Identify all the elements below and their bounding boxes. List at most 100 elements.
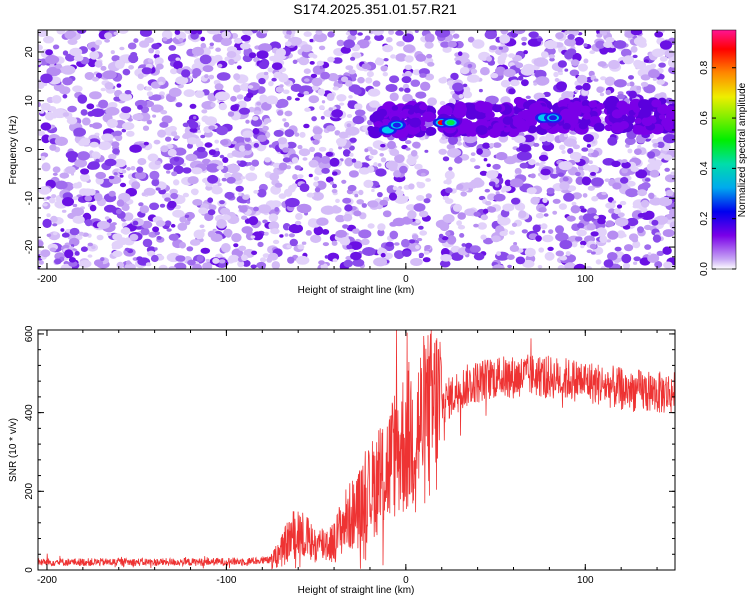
spectrogram-cell — [633, 256, 641, 262]
spectrogram-cell — [393, 170, 402, 178]
spectrogram-cell — [552, 210, 558, 215]
spectrogram-cell — [373, 162, 378, 167]
feature-peak — [548, 115, 557, 121]
spectrogram-cell — [473, 223, 479, 228]
spectrogram-cell — [440, 41, 450, 48]
spectrogram-cell — [599, 92, 605, 97]
spectrogram-cell — [525, 95, 531, 100]
spectrogram-cell — [221, 243, 231, 253]
spectrogram-cell — [175, 57, 181, 61]
spectrogram-cell — [218, 259, 226, 264]
spectrogram-cell — [258, 61, 269, 70]
spectrogram-cell — [521, 42, 527, 46]
spectrogram-cell — [582, 164, 591, 171]
spectrogram-cell — [414, 163, 423, 170]
spectrogram-cell — [565, 251, 571, 256]
spectrogram-cell — [348, 170, 359, 178]
spectrogram-cell — [279, 84, 284, 88]
spectrogram-cell — [423, 250, 430, 255]
spectrogram-cell — [495, 152, 508, 161]
spectrogram-cell — [337, 79, 343, 84]
spectrogram-cell — [499, 230, 508, 237]
spectrogram-cell — [648, 69, 660, 79]
spectrogram-cell — [404, 70, 413, 78]
spectrogram-cell — [591, 140, 596, 144]
spectrogram-cell — [40, 249, 51, 258]
spectrogram-x-axis-title: Height of straight line (km) — [298, 285, 415, 296]
spectrogram-cell — [377, 108, 388, 118]
spectrogram-cell — [100, 87, 107, 92]
spectrogram-cell — [149, 202, 160, 211]
spectrogram-cell — [227, 111, 235, 117]
spectrogram-cell — [200, 36, 206, 42]
spectrogram-cell — [65, 151, 79, 159]
spectrogram-cell — [614, 246, 622, 252]
spectrogram-cell — [577, 222, 585, 229]
x-tick-label: -100 — [216, 274, 236, 285]
spectrogram-cell — [67, 38, 78, 46]
colorbar-gradient — [712, 30, 736, 269]
spectrogram-cell — [621, 159, 628, 163]
spectrogram-cell — [513, 30, 526, 35]
spectrogram-cell — [358, 189, 364, 196]
spectrogram-cell — [237, 100, 247, 110]
spectrogram-cell — [389, 92, 399, 102]
spectrogram-cell — [413, 203, 426, 212]
spectrogram-cell — [98, 141, 112, 151]
spectrogram-cell — [435, 30, 451, 38]
spectrogram-cell — [331, 189, 338, 194]
spectrogram-cell — [131, 181, 141, 190]
spectrogram-cell — [168, 87, 182, 98]
spectrogram-cell — [113, 130, 123, 136]
spectrogram-cell — [147, 58, 153, 63]
spectrogram-cell — [622, 224, 631, 230]
spectrogram-cell — [652, 77, 658, 81]
spectrogram-cell — [226, 51, 237, 58]
spectrogram-cell — [241, 226, 253, 234]
spectrogram-cell — [121, 169, 127, 174]
spectrogram-cell — [613, 208, 621, 215]
spectrogram-cell — [637, 226, 644, 234]
spectrogram-cell — [399, 165, 408, 174]
spectrogram-cell — [129, 144, 142, 153]
spectrogram-cell — [497, 55, 507, 62]
spectrogram-cell — [291, 183, 298, 189]
spectrogram-cell — [616, 204, 623, 209]
spectrogram-cell — [600, 266, 606, 269]
spectrogram-cell — [480, 67, 490, 76]
spectrogram-cell — [332, 183, 337, 189]
spectrogram-cell — [274, 182, 283, 188]
spectrogram-cell — [572, 102, 582, 110]
spectrogram-cell — [496, 251, 501, 256]
spectrogram-cell — [440, 253, 452, 262]
spectrogram-cell — [252, 128, 260, 135]
spectrogram-cell — [418, 252, 425, 258]
spectrogram-cell — [504, 179, 512, 187]
spectrogram-cell — [634, 117, 642, 124]
spectrogram-cell — [334, 80, 339, 84]
spectrogram-cell — [60, 65, 76, 75]
spectrogram-cell — [490, 72, 499, 79]
spectrogram-cell — [137, 104, 143, 110]
spectrogram-cell — [62, 197, 74, 207]
spectrogram-cell — [296, 258, 307, 265]
spectrogram-cell — [599, 235, 608, 243]
spectrogram-cell — [253, 142, 259, 148]
spectrogram-cell — [487, 206, 497, 213]
spectrogram-cell — [117, 30, 129, 34]
x-tick-label: 0 — [403, 575, 409, 586]
spectrogram-cell — [662, 246, 672, 255]
spectrogram-cell — [312, 126, 323, 135]
spectrogram-cell — [296, 203, 312, 214]
spectrogram-cell — [55, 63, 62, 69]
x-tick-label: 100 — [577, 274, 594, 285]
spectrogram-cell — [277, 137, 288, 145]
spectrogram-cell — [347, 184, 357, 192]
spectrogram-cell — [166, 170, 171, 174]
spectrogram-cell — [336, 94, 347, 102]
spectrogram-cell — [605, 220, 615, 228]
spectrogram-cell — [335, 214, 346, 223]
spectrogram-cell — [544, 251, 555, 261]
spectrogram-cell — [581, 176, 592, 186]
